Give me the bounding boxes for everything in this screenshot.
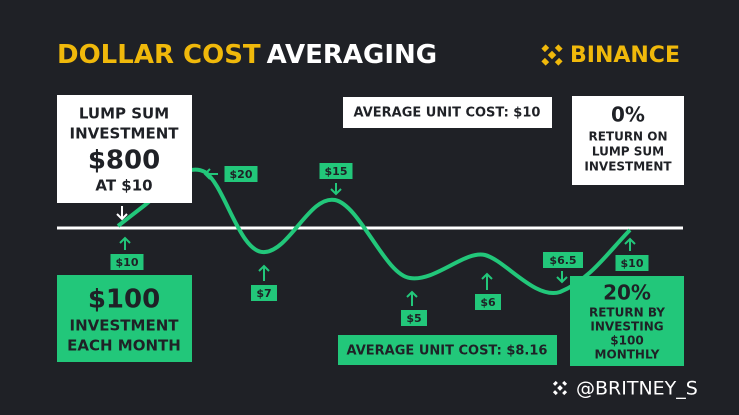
price-tag: [475, 294, 501, 310]
price-line: [116, 167, 632, 296]
lump-line1: LUMP SUM: [79, 105, 169, 123]
lump-cost: AVERAGE UNIT COST: $10: [354, 106, 541, 121]
price-label: $5: [406, 312, 421, 325]
price-tag: [319, 163, 353, 179]
monthly-line2: EACH MONTH: [67, 337, 181, 355]
monthly-box: [57, 275, 192, 362]
dca-return-line3: $100: [610, 334, 643, 348]
price-arrow: [624, 237, 636, 251]
price-labels: $10 $20 $7 $15 $5 $6 $6.5 $10: [110, 163, 649, 326]
price-label: $6: [480, 296, 496, 309]
price-arrow: [406, 290, 418, 306]
watermark-logo: [552, 380, 568, 396]
watermark: @BRITNEY_S: [576, 378, 698, 400]
lump-return-line2: LUMP SUM: [592, 145, 664, 159]
price-tag: [110, 254, 144, 270]
dca-return-line1: RETURN BY: [589, 306, 665, 320]
price-tag: [401, 310, 427, 326]
price-arrow: [203, 168, 218, 180]
price-arrow: [481, 272, 493, 290]
title: DOLLAR COST AVERAGING: [57, 40, 437, 70]
dca-cost-box: [338, 335, 557, 365]
price-label: $10: [116, 256, 139, 269]
price-arrow: [258, 264, 270, 281]
lump-line3: AT $10: [95, 177, 152, 195]
monthly-amount: $100: [88, 285, 160, 315]
title-part2: AVERAGING: [267, 40, 438, 70]
dca-return-line4: MONTHLY: [595, 348, 660, 362]
price-arrow: [119, 236, 131, 250]
dca-return-line2: INVESTING: [590, 320, 663, 334]
lump-return-percent: 0%: [611, 103, 645, 127]
lump-return-line3: INVESTMENT: [584, 160, 672, 174]
lump-amount: $800: [88, 146, 160, 176]
price-label: $10: [621, 257, 644, 270]
lump-return-box: [572, 96, 684, 185]
price-label: $20: [230, 168, 253, 181]
lump-line2: INVESTMENT: [70, 125, 180, 143]
dca-return-box: [570, 276, 684, 366]
price-arrow: [556, 271, 568, 284]
arrow: [116, 206, 128, 221]
price-arrow: [330, 183, 342, 196]
brand: BINANCE: [570, 43, 680, 68]
title-part1: DOLLAR COST: [57, 40, 261, 70]
dca-return-percent: 20%: [603, 281, 651, 305]
price-label: $6.5: [549, 254, 576, 267]
price-label: $7: [256, 287, 271, 300]
lump-cost-box: [343, 97, 552, 128]
lump-return-line1: RETURN ON: [588, 130, 667, 144]
price-tag: [543, 252, 583, 268]
price-tag: [615, 255, 649, 271]
price-tag: [224, 166, 258, 182]
dca-cost: AVERAGE UNIT COST: $8.16: [347, 344, 548, 359]
price-tag: [251, 285, 277, 301]
monthly-line1: INVESTMENT: [70, 317, 180, 335]
price-label: $15: [325, 165, 348, 178]
lump-sum-box: [57, 95, 192, 203]
